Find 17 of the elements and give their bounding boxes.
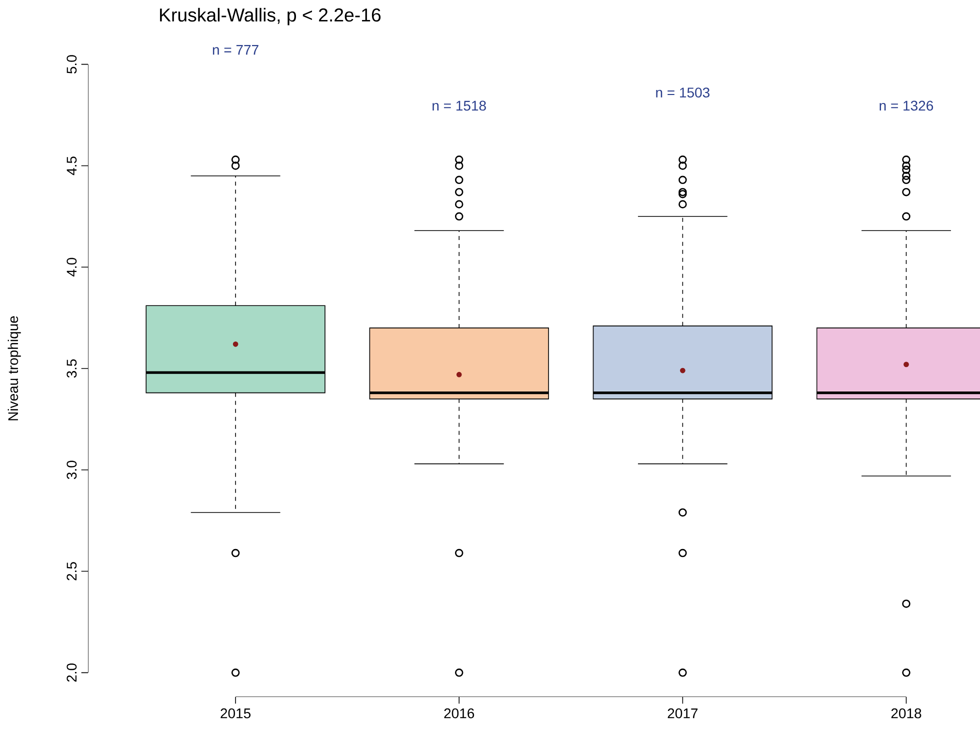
y-tick-label: 3.0 xyxy=(66,460,77,480)
y-tick-label: 3.5 xyxy=(66,359,77,378)
annotation: n = 1503 xyxy=(656,88,710,98)
x-tick-label: 2018 xyxy=(891,708,922,718)
x-tick-label: 2015 xyxy=(220,708,251,718)
text: n = 777 xyxy=(212,45,258,55)
y-tick-label: 4.5 xyxy=(66,156,77,176)
x-tick-label: 2017 xyxy=(668,708,698,718)
y-tick-label: 5.0 xyxy=(66,55,77,74)
chart-title: Kruskal-Wallis, p < 2.2e-16 xyxy=(160,8,381,26)
annotation: n = 1326 xyxy=(880,100,934,111)
x-tick-label: 2016 xyxy=(444,708,474,718)
y-tick-label: 2.0 xyxy=(66,663,77,682)
y-axis-title: Niveau trophique xyxy=(8,316,21,420)
annotation: n = 1518 xyxy=(432,100,486,111)
y-tick-label: 4.0 xyxy=(66,258,77,277)
y-tick-label: 2.5 xyxy=(66,562,77,580)
